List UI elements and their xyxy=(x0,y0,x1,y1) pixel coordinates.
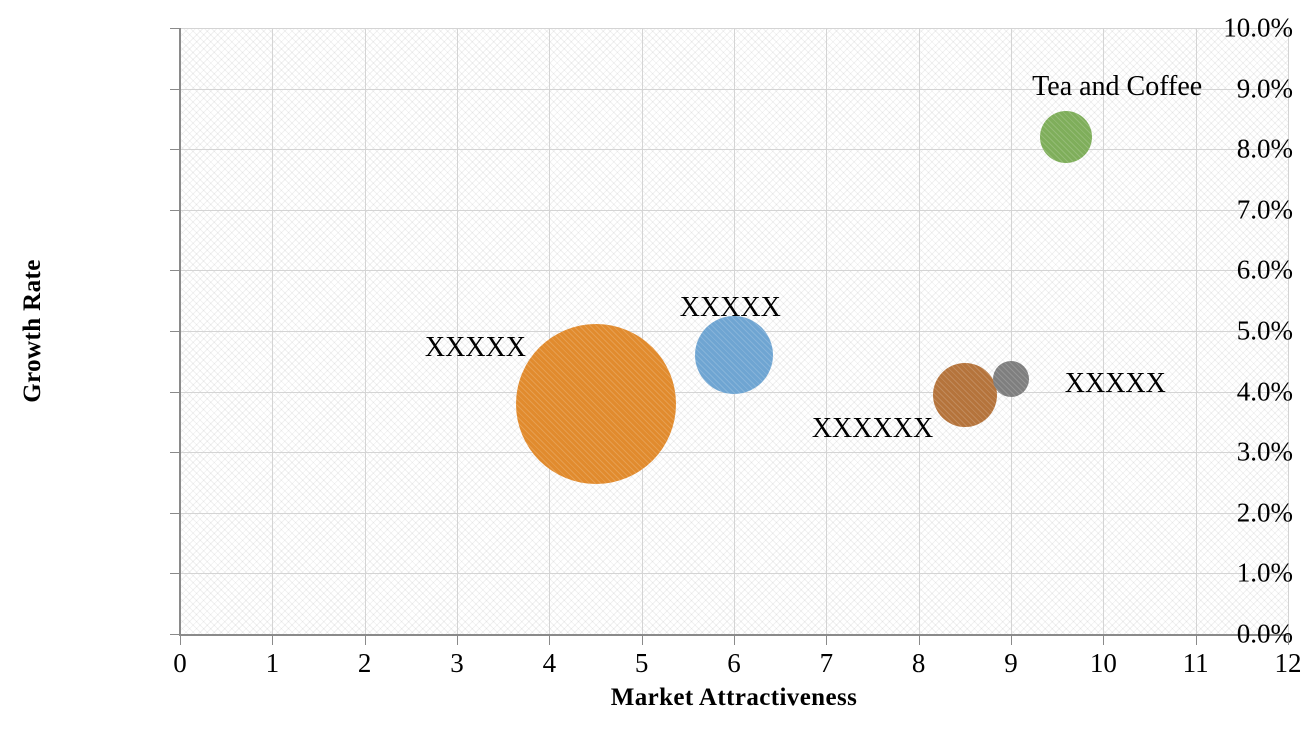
x-axis-tick-label: 3 xyxy=(450,648,464,678)
gridline-vertical xyxy=(1103,28,1105,634)
y-axis-tick xyxy=(170,634,179,635)
x-axis-tick-label: 2 xyxy=(357,648,372,678)
bubble-marker[interactable] xyxy=(515,323,676,484)
x-axis-tick-label: 0 xyxy=(173,648,187,678)
y-axis-tick xyxy=(170,391,179,393)
bubble-marker[interactable] xyxy=(993,361,1029,398)
x-axis-tick xyxy=(826,636,828,645)
gridline-vertical xyxy=(272,28,274,634)
x-axis-tick xyxy=(180,636,181,645)
y-axis-tick xyxy=(170,573,179,575)
x-axis-tick xyxy=(918,636,920,645)
bubble-data-label: XXXXXX xyxy=(811,413,934,445)
y-axis-tick-label: 1.0% xyxy=(1236,557,1293,588)
y-axis-tick xyxy=(170,512,179,514)
x-axis-tick-label: 12 xyxy=(1274,648,1302,678)
y-axis-tick-label: 6.0% xyxy=(1236,254,1293,285)
bubble-marker[interactable] xyxy=(695,316,773,395)
gridline-vertical xyxy=(1011,28,1012,634)
x-axis-tick-label: 11 xyxy=(1182,648,1209,678)
y-axis-tick xyxy=(170,209,179,211)
x-axis-tick-label: 8 xyxy=(911,648,926,678)
x-axis-tick xyxy=(364,636,366,645)
y-axis-tick-label: 5.0% xyxy=(1236,315,1293,346)
x-axis-title: Market Attractiveness xyxy=(610,684,858,711)
x-axis-tick xyxy=(1011,636,1012,645)
x-axis-tick-label: 5 xyxy=(634,648,649,678)
gridline-vertical xyxy=(1195,28,1197,634)
x-axis-tick xyxy=(549,636,551,645)
bubble-marker[interactable] xyxy=(932,362,997,427)
x-axis-tick-label: 9 xyxy=(1004,648,1018,678)
x-axis-tick-label: 4 xyxy=(542,648,557,678)
y-axis-tick-label: 3.0% xyxy=(1236,436,1293,467)
x-axis-tick-label: 6 xyxy=(727,648,741,678)
x-axis-line xyxy=(179,634,1289,636)
x-axis-tick xyxy=(641,636,643,645)
x-axis-tick xyxy=(1195,636,1197,645)
x-axis-tick-label: 10 xyxy=(1089,648,1117,678)
bubble-data-label: XXXXX xyxy=(424,331,527,363)
y-axis-tick-label: 9.0% xyxy=(1236,73,1293,104)
bubble-data-label: Tea and Coffee xyxy=(1032,71,1203,103)
y-axis-tick-label: 8.0% xyxy=(1236,133,1293,164)
y-axis-tick-label: 4.0% xyxy=(1236,376,1293,407)
x-axis-tick xyxy=(1288,636,1289,645)
gridline-vertical xyxy=(918,28,920,634)
bubble-data-label: XXXXX xyxy=(1064,368,1166,400)
y-axis-tick xyxy=(170,28,179,29)
bubble-data-label: XXXXX xyxy=(679,291,781,323)
y-axis-tick-label: 2.0% xyxy=(1236,497,1293,528)
y-axis-tick xyxy=(170,270,179,272)
gridline-vertical xyxy=(457,28,458,634)
gridline-vertical xyxy=(549,28,551,634)
x-axis-tick-label: 1 xyxy=(265,648,280,678)
x-axis-tick-label: 7 xyxy=(819,648,834,678)
bubble-marker[interactable] xyxy=(1040,111,1093,164)
gridline-vertical xyxy=(364,28,366,634)
y-axis-title-wrap: Growth Rate xyxy=(19,0,46,660)
y-axis-title: Growth Rate xyxy=(19,259,46,403)
x-axis-tick xyxy=(457,636,458,645)
y-axis-tick xyxy=(170,331,179,332)
x-axis-tick xyxy=(734,636,735,645)
gridline-vertical xyxy=(1288,28,1289,634)
y-axis-line xyxy=(179,28,181,635)
y-axis-tick xyxy=(170,149,179,151)
y-axis-tick xyxy=(170,88,179,90)
y-axis-tick-label: 7.0% xyxy=(1236,194,1293,225)
y-axis-tick-label: 10.0% xyxy=(1223,12,1293,43)
x-axis-tick xyxy=(272,636,274,645)
x-axis-tick xyxy=(1103,636,1105,645)
y-axis-tick xyxy=(170,452,179,454)
gridline-vertical xyxy=(641,28,643,634)
y-axis-tick-label: 0.0% xyxy=(1236,618,1293,649)
gridline-vertical xyxy=(826,28,828,634)
